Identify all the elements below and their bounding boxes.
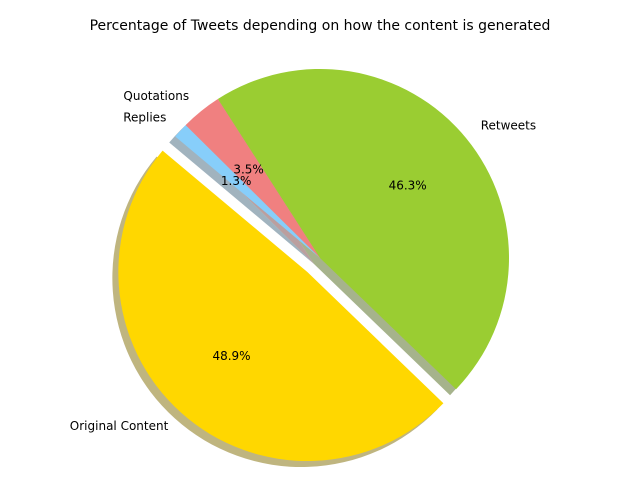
pct-label-retweets: 46.3%: [389, 179, 427, 193]
pie-slices: [118, 69, 509, 462]
slice-quotations: [185, 98, 320, 258]
chart-title: Percentage of Tweets depending on how th…: [90, 18, 551, 34]
slice-shadow-replies: [169, 131, 314, 264]
slice-replies: [175, 125, 320, 258]
pct-label-quotations: 3.5%: [233, 162, 264, 176]
slice-label-replies: Replies: [123, 110, 166, 124]
pct-label-replies: 1.3%: [221, 174, 252, 188]
slice-label-retweets: Retweets: [481, 119, 536, 133]
pct-label-original-content: 48.9%: [212, 349, 250, 363]
pie-labels: Original Content 48.9% Retweets 46.3% Quotat…: [70, 89, 536, 433]
slice-original-content: [118, 150, 444, 462]
slice-label-original-content: Original Content: [70, 419, 169, 433]
slice-label-quotations: Quotations: [123, 89, 189, 103]
slice-retweets: [217, 69, 509, 390]
